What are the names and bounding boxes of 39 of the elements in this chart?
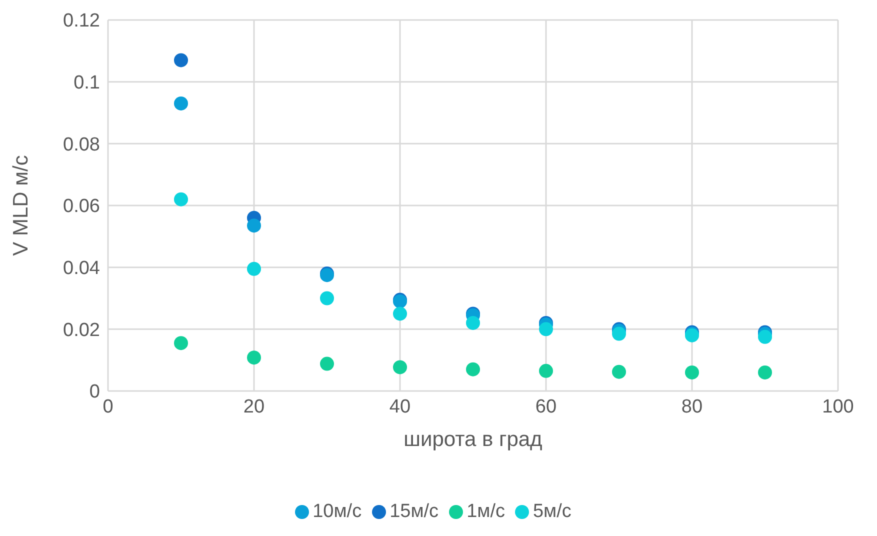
point — [174, 53, 188, 68]
x-tick-label: 100 — [822, 396, 854, 418]
x-tick-label: 80 — [681, 396, 703, 418]
point — [612, 364, 626, 379]
point — [247, 218, 261, 233]
point — [247, 262, 261, 276]
point — [393, 360, 407, 374]
x-tick-label: 20 — [243, 396, 265, 418]
x-tick-label: 60 — [535, 396, 557, 418]
y-tick-label: 0 — [89, 382, 100, 403]
legend-label: 5м/с — [532, 501, 572, 522]
y-tick-label: 0.04 — [63, 258, 100, 280]
point — [174, 192, 188, 206]
x-tick-label: 40 — [389, 396, 411, 418]
point — [758, 365, 772, 380]
y-tick-label: 0.08 — [63, 134, 100, 156]
point — [466, 362, 480, 376]
legend-label: 15м/с — [390, 501, 439, 522]
point — [320, 291, 334, 306]
y-tick-label: 0.02 — [63, 320, 100, 341]
point — [174, 96, 188, 110]
point — [174, 336, 188, 350]
legend-label: 10м/с — [312, 501, 362, 522]
point — [612, 326, 626, 341]
y-tick-label: 0.1 — [74, 72, 100, 94]
y-axis-title: V MLD м/с — [9, 155, 32, 256]
y-tick-label: 0.06 — [63, 196, 100, 218]
point — [247, 350, 261, 365]
x-axis-title: широта в град — [404, 428, 542, 451]
point — [685, 365, 699, 380]
point — [466, 316, 480, 330]
point — [539, 322, 553, 336]
y-tick-label: 0.12 — [63, 10, 100, 32]
legend-label: 1м/с — [466, 501, 505, 522]
point — [758, 330, 772, 344]
x-tick-label: 0 — [102, 396, 114, 418]
point — [393, 306, 407, 321]
point — [539, 364, 553, 378]
point — [320, 356, 334, 371]
